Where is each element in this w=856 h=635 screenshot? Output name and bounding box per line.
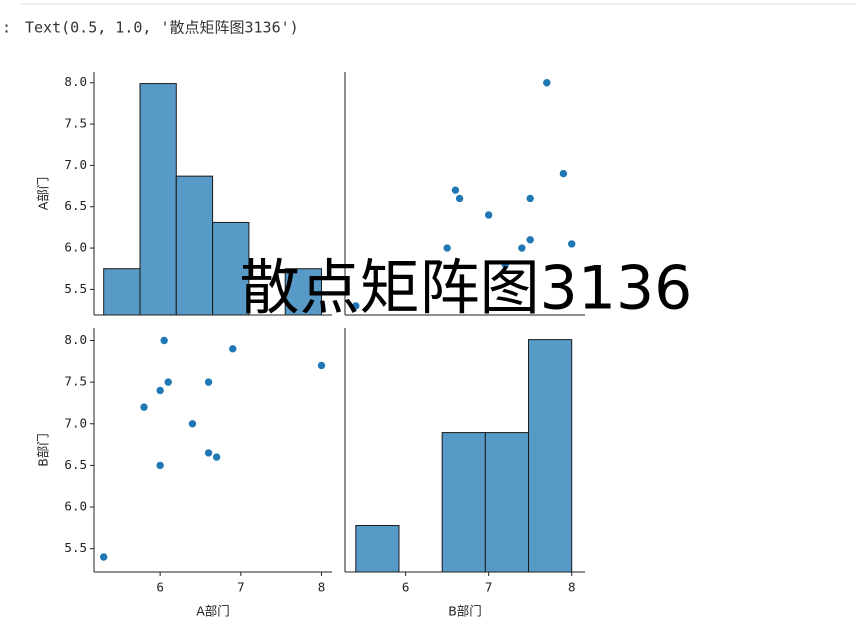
y-tick-label: 7.5: [64, 374, 87, 389]
scatter-point: [228, 344, 238, 354]
y-tick-label: 7.5: [64, 116, 87, 131]
scatter-point: [204, 377, 213, 387]
hist-bar: [441, 432, 486, 573]
y-tick-label: 5.5: [64, 540, 87, 555]
scatter-point: [351, 301, 361, 311]
y-tick-label: 5.5: [64, 281, 87, 296]
x-tick-label: 7: [485, 580, 493, 595]
scatter-point: [204, 448, 213, 458]
hist-bar: [103, 268, 141, 316]
scatter-point: [455, 194, 464, 203]
y-axis-label: A部门: [36, 177, 51, 211]
prompt: :: [2, 19, 11, 37]
scatter-point: [559, 169, 568, 178]
output-text: Text(0.5, 1.0, '散点矩阵图3136'): [25, 19, 299, 37]
hist-bar: [284, 268, 323, 316]
y-tick-label: 8.0: [64, 74, 87, 89]
x-axis-label: B部门: [448, 604, 482, 619]
scatter-point: [212, 452, 221, 462]
x-tick-label: 8: [568, 580, 576, 595]
scatter-point: [188, 419, 197, 429]
scatter-point: [99, 552, 108, 562]
y-tick-label: 7.0: [64, 415, 87, 430]
scatter-point: [525, 235, 535, 245]
y-tick-label: 8.0: [64, 332, 87, 347]
scatter-point: [451, 185, 460, 195]
y-tick-label: 6.0: [64, 240, 87, 255]
figure-title: 散点矩阵图3136: [240, 254, 693, 324]
y-tick-label: 7.0: [64, 157, 87, 172]
scatter-point: [567, 239, 577, 249]
hist-bar: [139, 83, 177, 316]
scatter-point: [139, 402, 149, 412]
scatter-point: [500, 260, 510, 269]
scatter-point: [155, 461, 165, 470]
y-tick-label: 6.5: [64, 198, 87, 213]
scatter-point: [525, 194, 535, 203]
hist-bar: [175, 175, 214, 316]
x-tick-label: 6: [156, 580, 164, 595]
scatter-point: [442, 243, 452, 253]
hist-bar: [484, 432, 530, 573]
y-tick-label: 6.0: [64, 499, 87, 514]
y-tick-label: 6.5: [64, 457, 87, 472]
y-axis-label: B部门: [36, 433, 51, 467]
scatter-point: [517, 243, 527, 253]
scatter-point: [163, 377, 173, 387]
x-tick-label: 8: [318, 580, 326, 595]
x-axis-label: A部门: [196, 604, 230, 619]
hist-bar: [528, 339, 573, 573]
x-tick-label: 7: [237, 580, 245, 595]
hist-bar: [355, 525, 400, 573]
scatter-point: [159, 336, 169, 345]
x-tick-label: 6: [402, 580, 410, 595]
scatter-point: [542, 78, 552, 88]
scatter-point: [155, 386, 165, 395]
scatter-point: [317, 361, 326, 370]
scatter-point: [484, 210, 493, 220]
